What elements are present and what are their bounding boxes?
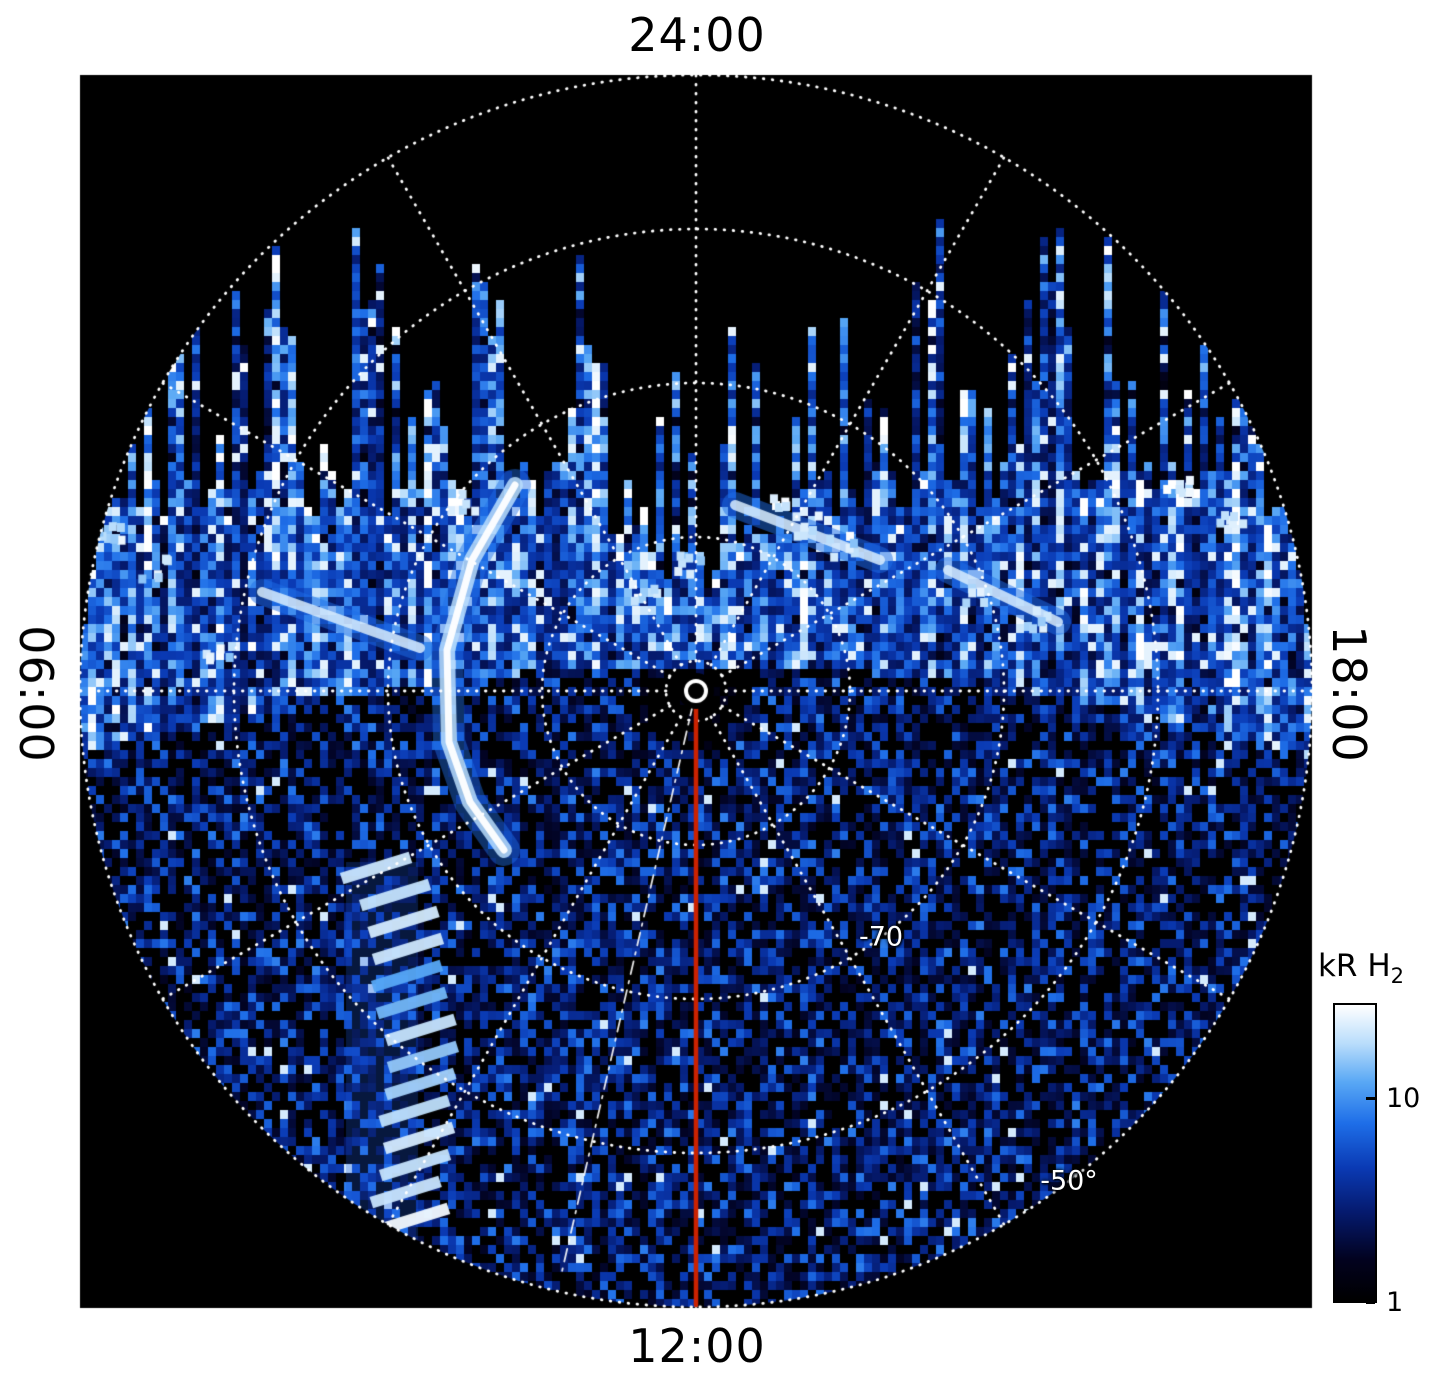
colorbar-tick-label-1: 1 [1386,1287,1404,1318]
local-time-label-1800: 18:00 [1322,625,1376,763]
colorbar-tick-label-10: 10 [1386,1082,1421,1114]
colorbar-tick-mark-1 [1366,1301,1375,1304]
colorbar-title: kR H2 [1286,948,1436,988]
local-time-label-1200: 12:00 [628,1319,766,1373]
colorbar-title-subscript: 2 [1390,964,1405,989]
colorbar [1333,1003,1377,1303]
local-time-label-2400: 24:00 [628,8,766,62]
latitude-ring-label-50: -50° [1040,1165,1098,1197]
colorbar-title-text: kR H [1317,948,1391,984]
latitude-ring-label-70: -70 [858,921,904,953]
local-time-label-0600: 06:00 [9,625,63,763]
colorbar-gradient [1335,1005,1375,1301]
colorbar-tick-mark-10 [1366,1096,1375,1100]
